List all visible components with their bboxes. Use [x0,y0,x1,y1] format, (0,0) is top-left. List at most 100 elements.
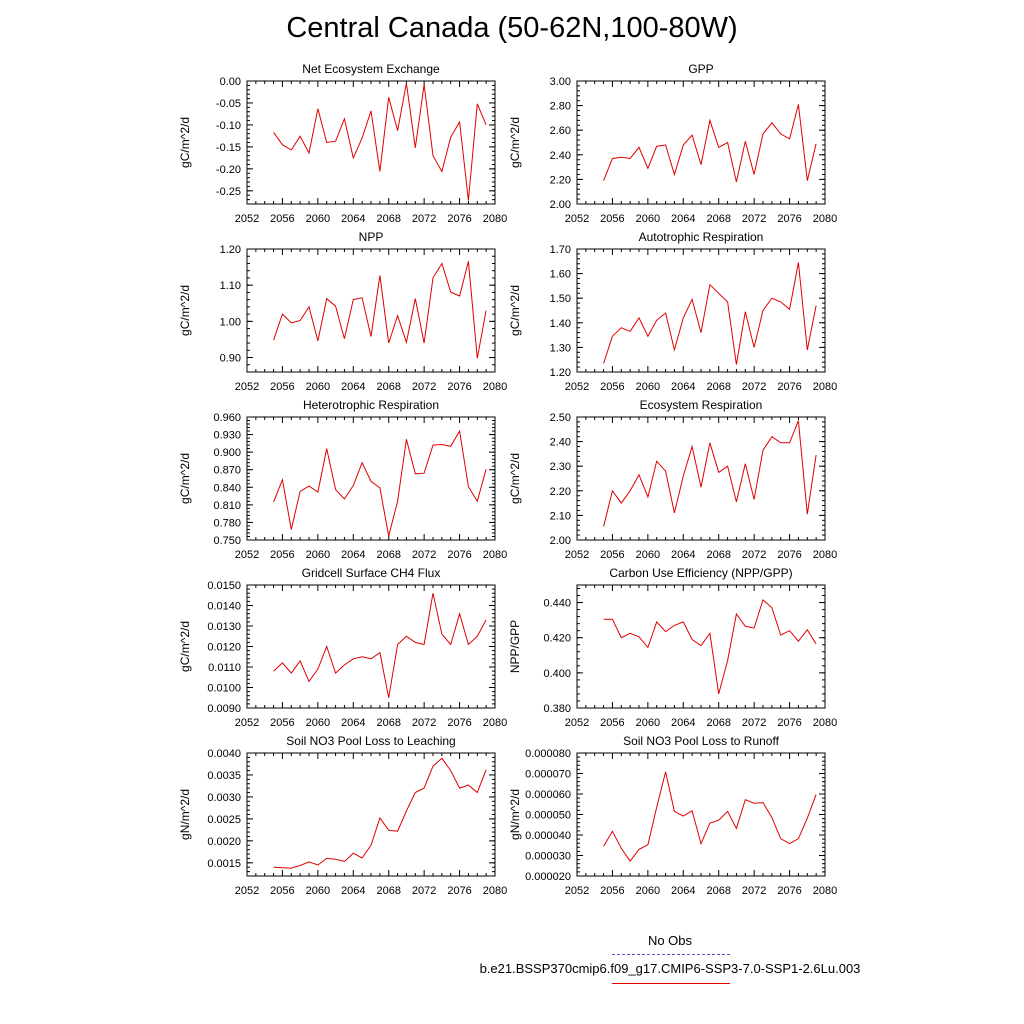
x-tick-label: 2060 [306,213,330,225]
series-line [603,599,817,695]
y-tick-label: -0.20 [216,164,241,176]
y-axis-label: gC/m^2/d [508,453,522,504]
x-tick-label: 2076 [447,213,471,225]
plot-frame [576,416,826,541]
x-tick-label: 2056 [600,213,624,225]
y-tick-label: 2.00 [550,535,571,547]
x-tick-label: 2052 [565,381,589,393]
y-tick-label: 2.40 [550,150,571,162]
y-tick-label: 0.0110 [208,662,241,674]
y-tick-label: 0.90 [220,353,241,365]
y-tick-label: 0.000020 [525,871,571,883]
y-tick-label: -0.05 [216,98,241,110]
chart-panel-6: Gridcell Surface CH4 Flux gC/m^2/d 2052 205… [178,566,507,729]
y-tick-label: 0.780 [213,517,241,529]
x-tick-label: 2056 [270,549,294,561]
y-axis-label: gC/m^2/d [508,285,522,336]
plot-frame [246,80,496,205]
y-tick-label: 2.50 [550,412,571,424]
x-tick-label: 2076 [777,549,801,561]
x-tick-label: 2056 [270,717,294,729]
x-tick-label: 2060 [306,717,330,729]
y-axis-label: NPP/GPP [508,620,522,673]
x-tick-label: 2072 [412,381,436,393]
chart-panel-9: Soil NO3 Pool Loss to Runoff gN/m^2/d 2052… [508,734,837,897]
y-tick-label: 0.0090 [207,703,241,715]
chart-panel-3: Autotrophic Respiration gC/m^2/d 2052 2056 2… [508,230,837,393]
x-tick-label: 2056 [270,213,294,225]
chart-title: Net Ecosystem Exchange [302,62,440,76]
plot-frame [246,248,496,373]
x-tick-label: 2052 [565,717,589,729]
series-line [273,429,487,537]
y-tick-label: 0.0150 [207,580,241,592]
y-tick-label: 0.380 [543,703,571,715]
y-tick-label: 0.000070 [525,769,571,781]
x-tick-label: 2072 [742,885,766,897]
y-tick-label: 0.0035 [207,770,241,782]
chart-title: Gridcell Surface CH4 Flux [302,566,441,580]
x-tick-label: 2080 [813,381,837,393]
x-tick-label: 2068 [706,213,730,225]
series-line [273,593,487,698]
chart-title: GPP [688,62,713,76]
x-tick-label: 2080 [813,717,837,729]
y-tick-label: 0.750 [213,535,241,547]
page-title: Central Canada (50-62N,100-80W) [286,12,738,44]
chart-title: Ecosystem Respiration [640,398,763,412]
series-line [273,757,487,869]
chart-panel-8: Soil NO3 Pool Loss to Leaching gN/m^2/d 20… [178,734,507,897]
y-tick-label: 0.420 [543,633,571,645]
x-tick-label: 2056 [600,549,624,561]
x-tick-label: 2056 [600,885,624,897]
y-tick-label: 0.810 [213,500,241,512]
x-tick-label: 2056 [600,717,624,729]
x-tick-label: 2060 [636,381,660,393]
x-tick-label: 2064 [341,549,365,561]
x-tick-label: 2080 [483,213,507,225]
x-tick-label: 2052 [565,213,589,225]
y-axis-label: gC/m^2/d [178,453,192,504]
x-tick-label: 2068 [376,549,400,561]
x-tick-label: 2072 [742,213,766,225]
chart-panel-4: Heterotrophic Respiration gC/m^2/d 2052 205… [178,398,507,561]
x-tick-label: 2072 [742,717,766,729]
x-tick-label: 2064 [341,381,365,393]
y-tick-label: 0.0025 [207,814,241,826]
y-tick-label: 0.00 [220,76,241,88]
x-tick-label: 2064 [671,213,695,225]
y-tick-label: 0.0140 [207,601,241,613]
y-tick-label: 2.40 [550,437,571,449]
y-tick-label: -0.25 [216,186,241,198]
y-tick-label: 1.20 [220,244,241,256]
legend-obs-line [612,954,730,955]
plot-frame [576,584,826,709]
x-tick-label: 2052 [565,885,589,897]
y-tick-label: 1.60 [550,269,571,281]
x-tick-label: 2060 [636,213,660,225]
y-tick-label: 0.0120 [207,642,241,654]
y-tick-label: 2.60 [550,125,571,137]
x-tick-label: 2080 [483,717,507,729]
y-tick-label: 2.20 [550,486,571,498]
x-tick-label: 2068 [376,717,400,729]
y-tick-label: 3.00 [550,76,571,88]
y-tick-label: 0.960 [213,412,241,424]
chart-panel-1: GPP gC/m^2/d 2052 2056 2060 2064 2068 2072 2076 2… [508,62,837,225]
plot-frame [246,752,496,877]
y-tick-label: 2.00 [550,199,571,211]
y-tick-label: 1.10 [220,280,241,292]
x-tick-label: 2076 [777,885,801,897]
y-tick-label: 1.40 [550,318,571,330]
y-tick-label: 0.000030 [525,851,571,863]
x-tick-label: 2068 [376,885,400,897]
y-tick-label: 1.50 [550,293,571,305]
x-tick-label: 2076 [777,213,801,225]
chart-panel-5: Ecosystem Respiration gC/m^2/d 2052 2056 206… [508,398,837,561]
chart-title: NPP [359,230,384,244]
x-tick-label: 2068 [706,381,730,393]
y-axis-label: gC/m^2/d [508,117,522,168]
x-tick-label: 2064 [671,885,695,897]
x-tick-label: 2076 [447,381,471,393]
chart-panel-0: Net Ecosystem Exchange gC/m^2/d 2052 2056 20… [178,62,507,225]
